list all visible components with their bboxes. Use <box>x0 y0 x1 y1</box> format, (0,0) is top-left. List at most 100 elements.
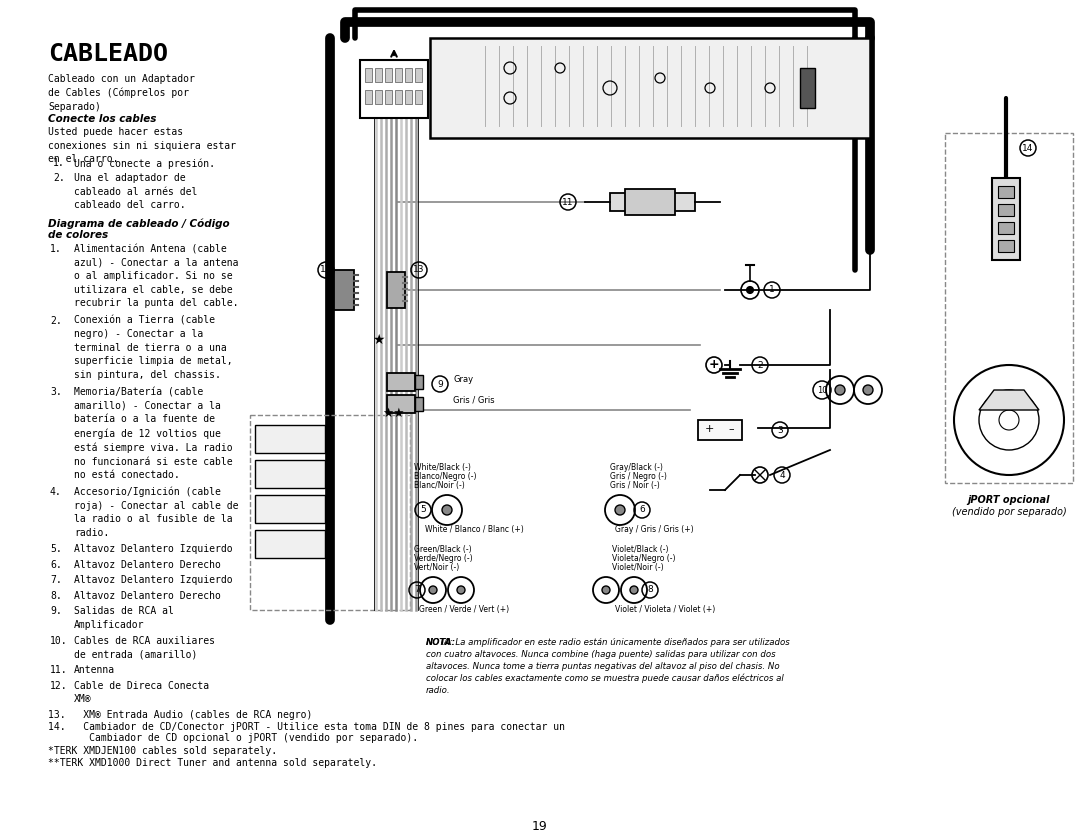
Text: 7: 7 <box>414 585 420 595</box>
Text: 5.: 5. <box>50 544 62 554</box>
Text: Accesorio/Ignición (cable
roja) - Conectar al cable de
la radio o al fusible de : Accesorio/Ignición (cable roja) - Conect… <box>75 487 239 538</box>
Text: 13: 13 <box>414 265 424 274</box>
Text: Green/Black (-): Green/Black (-) <box>414 545 472 554</box>
Text: 14: 14 <box>1023 143 1034 153</box>
Text: 1.: 1. <box>50 244 62 254</box>
Text: Violet / Violeta / Violet (+): Violet / Violeta / Violet (+) <box>615 605 715 614</box>
Text: jPORT opcional: jPORT opcional <box>968 495 1050 505</box>
Text: Usted puede hacer estas
conexiones sin ni siquiera estar
en el carro.: Usted puede hacer estas conexiones sin n… <box>48 127 237 164</box>
Text: Gray/Black (-): Gray/Black (-) <box>610 463 663 472</box>
Bar <box>610 193 696 211</box>
Text: 11: 11 <box>563 198 573 207</box>
Text: White/Black (-): White/Black (-) <box>414 463 471 472</box>
Text: *TERK XMDJEN100 cables sold separately.: *TERK XMDJEN100 cables sold separately. <box>48 746 278 756</box>
Text: 1: 1 <box>769 285 774 294</box>
Text: Verde/Negro (-): Verde/Negro (-) <box>414 554 473 563</box>
Text: Conecte los cables: Conecte los cables <box>48 114 157 124</box>
Text: Diagrama de cableado / Código: Diagrama de cableado / Código <box>48 218 230 229</box>
Bar <box>415 68 422 82</box>
Text: Violet/Black (-): Violet/Black (-) <box>612 545 669 554</box>
Text: Alimentación Antena (cable
azul) - Conectar a la antena
o al amplificador. Si no: Alimentación Antena (cable azul) - Conec… <box>75 244 239 309</box>
Text: 12: 12 <box>321 265 332 274</box>
Text: de colores: de colores <box>48 230 108 240</box>
Text: Blanc/Noir (-): Blanc/Noir (-) <box>414 481 464 490</box>
Text: Altavoz Delantero Derecho: Altavoz Delantero Derecho <box>75 590 221 600</box>
Text: Cambiador de CD opcional o jPORT (vendido por separado).: Cambiador de CD opcional o jPORT (vendid… <box>48 733 418 743</box>
Bar <box>800 68 815 108</box>
Text: 9.: 9. <box>50 606 62 616</box>
Text: Blanco/Negro (-): Blanco/Negro (-) <box>414 472 476 481</box>
Bar <box>375 68 382 82</box>
Bar <box>698 420 742 440</box>
Bar <box>395 90 402 104</box>
Bar <box>405 90 411 104</box>
Circle shape <box>746 287 754 294</box>
Bar <box>387 272 405 308</box>
Text: 13.   XM® Entrada Audio (cables de RCA negro): 13. XM® Entrada Audio (cables de RCA neg… <box>48 711 312 721</box>
Text: ★: ★ <box>372 333 384 347</box>
Text: 1.: 1. <box>53 158 65 168</box>
Bar <box>334 270 354 310</box>
Text: Altavoz Delantero Izquierdo: Altavoz Delantero Izquierdo <box>75 575 232 585</box>
Text: NOTA: La amplificador en este radio están únicamente diseñados para ser utilizad: NOTA: La amplificador en este radio está… <box>426 638 789 695</box>
Bar <box>430 38 870 138</box>
Text: 5: 5 <box>420 505 426 515</box>
Text: 6: 6 <box>639 505 645 515</box>
Text: 2.: 2. <box>53 173 65 183</box>
Text: 10: 10 <box>816 385 827 394</box>
Text: 14.   Cambiador de CD/Conector jPORT - Utilice esta toma DIN de 8 pines para con: 14. Cambiador de CD/Conector jPORT - Uti… <box>48 722 565 732</box>
Text: Conexión a Tierra (cable
negro) - Conectar a la
terminal de tierra o a una
super: Conexión a Tierra (cable negro) - Conect… <box>75 315 232 380</box>
Text: 10.: 10. <box>50 636 68 646</box>
Bar <box>387 395 415 413</box>
Circle shape <box>429 586 437 594</box>
Text: 2: 2 <box>757 360 762 369</box>
Text: Una el adaptador de
cableado al arnés del
cableado del carro.: Una el adaptador de cableado al arnés de… <box>75 173 198 210</box>
Bar <box>255 495 325 523</box>
Circle shape <box>457 586 465 594</box>
Text: 6.: 6. <box>50 560 62 570</box>
Text: CABLEADO: CABLEADO <box>48 42 168 66</box>
Text: –: – <box>728 424 733 434</box>
Text: Cable de Direca Conecta
XM®: Cable de Direca Conecta XM® <box>75 681 210 705</box>
Text: Cableado con un Adaptador
de Cables (Cómprelos por
Separado): Cableado con un Adaptador de Cables (Cóm… <box>48 74 194 112</box>
Polygon shape <box>978 390 1039 410</box>
Bar <box>993 178 1020 260</box>
Text: 4: 4 <box>779 470 785 480</box>
Text: Gris / Gris: Gris / Gris <box>453 395 495 404</box>
Text: 12.: 12. <box>50 681 68 691</box>
Text: Violet/Noir (-): Violet/Noir (-) <box>612 563 663 572</box>
Text: 3: 3 <box>778 425 783 435</box>
Bar <box>249 415 410 610</box>
Text: (vendido por separado): (vendido por separado) <box>951 507 1066 517</box>
Text: Gray: Gray <box>453 374 473 384</box>
Bar <box>395 68 402 82</box>
Text: 3.: 3. <box>50 387 62 397</box>
Bar <box>375 90 382 104</box>
Text: ★★: ★★ <box>382 407 405 420</box>
Circle shape <box>615 505 625 515</box>
Text: Green / Verde / Vert (+): Green / Verde / Vert (+) <box>419 605 509 614</box>
Text: 19: 19 <box>532 820 548 833</box>
Bar <box>998 186 1014 198</box>
Bar <box>998 204 1014 216</box>
Circle shape <box>602 586 610 594</box>
Bar <box>255 460 325 488</box>
Text: 7.: 7. <box>50 575 62 585</box>
Bar <box>384 90 392 104</box>
Text: +: + <box>704 424 714 434</box>
Text: +: + <box>708 358 719 370</box>
Text: Gris / Noir (-): Gris / Noir (-) <box>610 481 660 490</box>
Circle shape <box>630 586 638 594</box>
Text: 8: 8 <box>647 585 653 595</box>
Bar <box>360 60 428 118</box>
Bar <box>998 222 1014 234</box>
Circle shape <box>442 505 453 515</box>
Bar <box>365 68 372 82</box>
Text: White / Blanco / Blanc (+): White / Blanco / Blanc (+) <box>426 525 524 534</box>
Text: Altavoz Delantero Izquierdo: Altavoz Delantero Izquierdo <box>75 544 232 554</box>
Circle shape <box>835 385 845 395</box>
Bar <box>998 240 1014 252</box>
Text: 2.: 2. <box>50 315 62 325</box>
Text: **TERK XMD1000 Direct Tuner and antenna sold separately.: **TERK XMD1000 Direct Tuner and antenna … <box>48 758 377 768</box>
Bar <box>945 133 1074 483</box>
